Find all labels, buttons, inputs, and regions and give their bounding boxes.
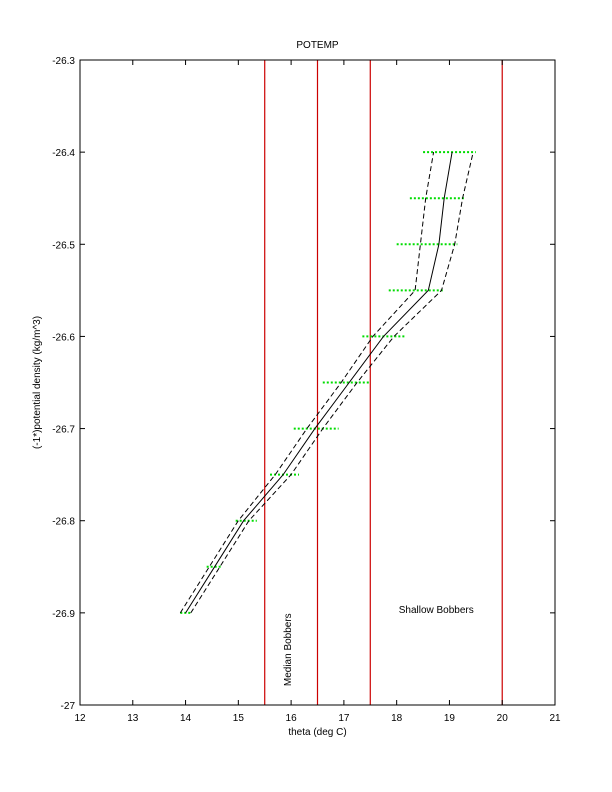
plot-content	[179, 60, 503, 705]
annotation-layer: Median Bobbers Shallow Bobbers	[283, 605, 474, 686]
x-tick-label-0: 12	[74, 713, 86, 724]
y-tick-label-1: -26.4	[52, 148, 75, 159]
x-tick-label-2: 14	[180, 713, 192, 724]
chart-title: POTEMP	[296, 40, 339, 51]
annotation-1: Shallow Bobbers	[399, 605, 474, 616]
x-tick-label-5: 17	[338, 713, 350, 724]
annotation-0: Median Bobbers	[283, 613, 294, 686]
x-tick-label-4: 16	[286, 713, 298, 724]
y-tick-label-2: -26.5	[52, 240, 75, 251]
x-tick-label-3: 15	[233, 713, 245, 724]
plot-frame	[79, 59, 556, 706]
ticks-layer: 12 13 14 15 16 17 18 19 20 21 -26.3 -26.4 -26.5 -26.6…	[52, 56, 561, 724]
x-tick-label-6: 18	[391, 713, 403, 724]
y-tick-label-4: -26.7	[52, 425, 75, 436]
series-line-1	[179, 152, 435, 614]
y-tick-label-7: -27	[61, 701, 76, 712]
y-tick-label-0: -26.3	[52, 56, 75, 67]
series-line-2	[190, 151, 474, 614]
y-tick-label-3: -26.6	[52, 332, 75, 343]
x-tick-label-1: 13	[127, 713, 139, 724]
x-tick-label-9: 21	[549, 713, 561, 724]
x-tick-label-7: 19	[444, 713, 456, 724]
y-tick-label-6: -26.9	[52, 609, 75, 620]
y-axis-label: (-1*)potential density (kg/m^3)	[32, 316, 43, 449]
x-axis-label: theta (deg C)	[288, 727, 346, 738]
x-tick-label-8: 20	[497, 713, 509, 724]
y-tick-label-5: -26.8	[52, 517, 75, 528]
series-line-0	[185, 152, 453, 614]
